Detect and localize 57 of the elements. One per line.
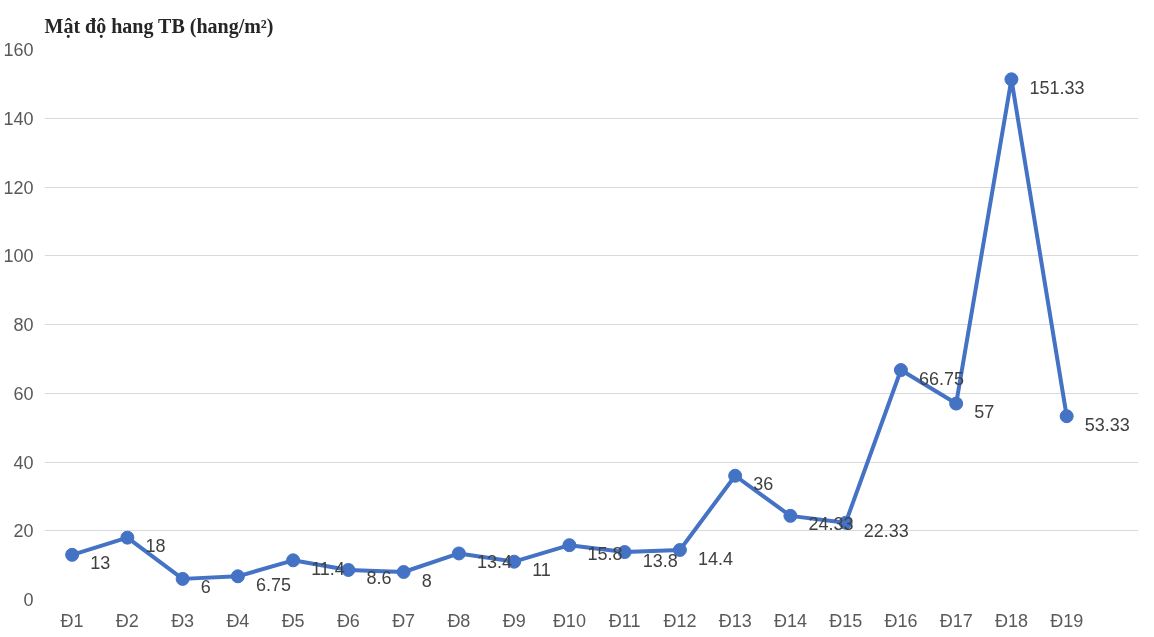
point	[286, 553, 301, 568]
chart-title: Mật độ hang TB (hang/m²)	[44, 15, 274, 38]
x-tick-label: Đ1	[60, 610, 84, 631]
point	[893, 363, 908, 378]
x-tick-label: Đ19	[1050, 610, 1084, 631]
x-tick-label: Đ2	[115, 610, 139, 631]
data-label: 6.75	[255, 574, 291, 595]
point	[562, 538, 577, 553]
y-tick-label: 120	[3, 177, 34, 198]
x-tick-label: Đ3	[171, 610, 195, 631]
point	[728, 468, 743, 483]
x-tick-label: Đ11	[608, 610, 641, 631]
point	[65, 547, 80, 562]
point	[396, 565, 411, 579]
data-label: 8	[421, 570, 432, 591]
point	[949, 396, 964, 411]
data-label: 13.8	[642, 550, 678, 571]
data-label: 36	[753, 474, 774, 495]
point	[1004, 72, 1019, 87]
point	[230, 569, 245, 584]
y-tick-label: 0	[23, 590, 34, 610]
y-tick-label: 100	[3, 246, 34, 267]
data-label: 57	[974, 402, 995, 423]
y-tick-label: 40	[13, 452, 34, 473]
y-tick-label: 160	[3, 40, 34, 60]
point	[1059, 409, 1074, 424]
data-label: 13	[90, 553, 111, 574]
x-tick-label: Đ10	[552, 610, 586, 631]
y-tick-label: 60	[13, 383, 34, 404]
x-tick-label: Đ9	[502, 610, 526, 631]
y-tick-label: 20	[13, 521, 34, 542]
x-tick-label: Đ7	[392, 610, 416, 631]
x-tick-label: Đ15	[829, 610, 863, 631]
x-tick-label: Đ17	[939, 610, 973, 631]
x-tick-label: Đ16	[884, 610, 918, 631]
x-tick-label: Đ12	[663, 610, 697, 631]
x-tick-label: Đ14	[773, 610, 807, 631]
data-label: 18	[145, 536, 166, 557]
data-label: 11	[532, 560, 551, 581]
x-tick-label: Đ4	[226, 610, 250, 631]
x-tick-label: Đ5	[281, 610, 305, 631]
x-tick-label: Đ18	[994, 610, 1028, 631]
y-tick-label: 140	[3, 108, 34, 129]
point	[175, 571, 190, 586]
data-label: 6	[200, 577, 211, 598]
x-tick-label: Đ6	[336, 610, 360, 631]
point	[451, 546, 466, 561]
x-tick-label: Đ8	[447, 610, 471, 631]
y-tick-label: 80	[13, 315, 34, 335]
data-label: 14.4	[697, 548, 733, 569]
data-label: 8.6	[366, 568, 392, 589]
point	[783, 508, 798, 523]
point	[120, 530, 135, 545]
data-label: 53.33	[1084, 414, 1130, 435]
data-label: 22.33	[863, 521, 909, 542]
data-label: 151.33	[1029, 77, 1085, 98]
x-tick-label: Đ13	[718, 610, 752, 631]
